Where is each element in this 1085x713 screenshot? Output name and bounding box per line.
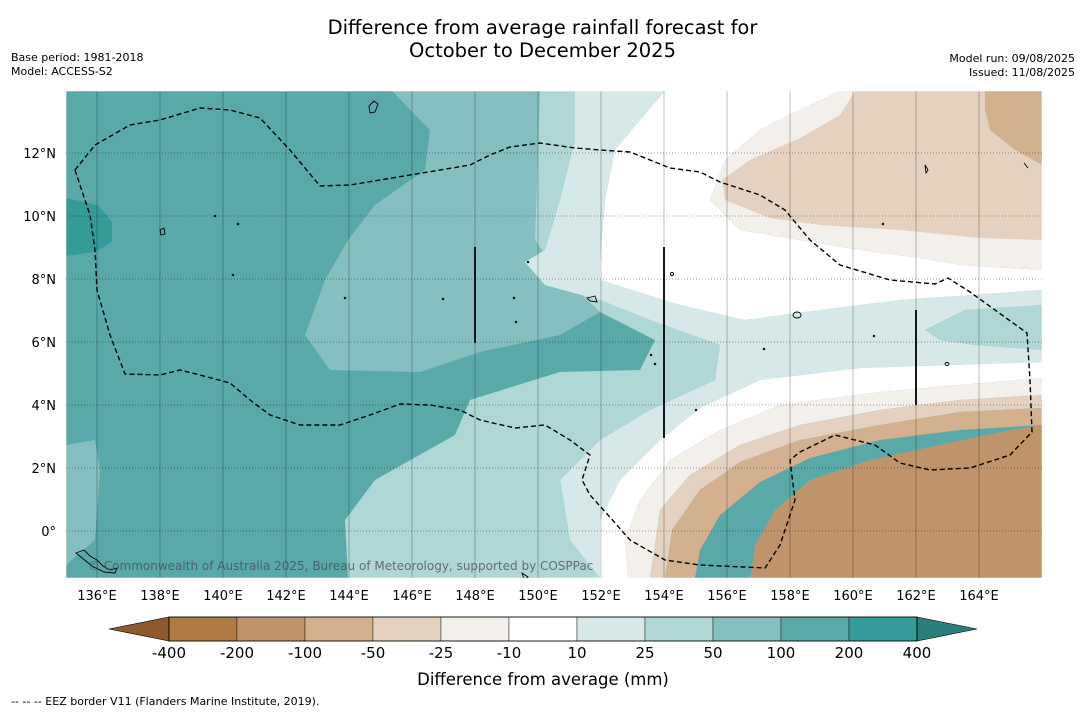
lat-tick: 8°N — [32, 273, 57, 288]
lon-tick: 162°E — [896, 589, 936, 604]
lon-tick: 156°E — [707, 589, 747, 604]
lon-tick: 148°E — [455, 589, 495, 604]
colorbar-label: -400 — [152, 644, 186, 662]
lat-tick: 2°N — [32, 462, 57, 477]
colorbar-label: -200 — [220, 644, 254, 662]
lon-tick: 160°E — [833, 589, 873, 604]
colorbar-cell — [576, 616, 646, 642]
colorbar-label: -10 — [497, 644, 522, 662]
colorbar-cell — [440, 616, 510, 642]
lon-tick: 146°E — [392, 589, 432, 604]
issued-date: Issued: 11/08/2025 — [968, 66, 1075, 79]
lon-tick: 152°E — [581, 589, 621, 604]
footnote: -- -- -- EEZ border V11 (Flanders Marine… — [11, 695, 320, 708]
region-minus50-100-north — [985, 91, 1042, 165]
region-minus100-200 — [750, 425, 1042, 578]
region-10-25 — [525, 91, 1042, 578]
colorbar-cell — [508, 616, 578, 642]
title-line-2: October to December 2025 — [409, 39, 676, 62]
eez-borders — [74, 107, 1033, 569]
region-minus10-25-south — [625, 378, 1042, 578]
region-neutral-south — [600, 362, 1042, 578]
colorbar-frame — [168, 616, 918, 642]
model-run: Model run: 09/08/2025 — [949, 52, 1075, 65]
colorbar-title: Difference from average (mm) — [417, 670, 669, 689]
map-credit: © Commonwealth of Australia 2025, Bureau… — [88, 559, 593, 573]
lon-tick: 154°E — [644, 589, 684, 604]
model-name: Model: ACCESS-S2 — [11, 65, 113, 78]
title-line-1: Difference from average rainfall forecas… — [327, 16, 758, 39]
rainfall-fields: © Commonwealth of Australia 2025, Bureau… — [66, 91, 1042, 578]
lon-tick: 136°E — [77, 589, 117, 604]
graticule — [66, 152, 1042, 532]
meta-left: Base period: 1981-2018 Model: ACCESS-S2 — [11, 51, 143, 79]
colorbar-label: -50 — [361, 644, 386, 662]
islands — [75, 100, 1029, 578]
colorbar-label: 10 — [567, 644, 586, 662]
colorbar-cell — [372, 616, 442, 642]
colorbar-label: -25 — [429, 644, 454, 662]
colorbar-label: 50 — [703, 644, 722, 662]
region-200-400 — [66, 198, 112, 256]
lon-tick: 144°E — [329, 589, 369, 604]
region-neutral-north — [600, 91, 1042, 320]
lon-tick: 164°E — [959, 589, 999, 604]
region-minus50-100-south — [665, 408, 1042, 578]
colorbar-cell — [168, 616, 238, 642]
lat-tick: 0° — [41, 525, 56, 540]
region-25-50-east — [925, 305, 1042, 350]
lat-tick: 10°N — [23, 210, 56, 225]
colorbar-cell — [236, 616, 306, 642]
colorbar-label: 25 — [635, 644, 654, 662]
colorbar-cell — [304, 616, 374, 642]
meta-right: Model run: 09/08/2025 Issued: 11/08/2025 — [949, 52, 1075, 80]
colorbar-label: 200 — [835, 644, 864, 662]
lat-tick: 4°N — [32, 399, 57, 414]
colorbar-left-extension — [108, 616, 170, 642]
lon-tick: 150°E — [518, 589, 558, 604]
colorbar-labels: -400 -200 -100 -50 -25 -10 10 25 50 100 200 400 — [152, 644, 931, 662]
colorbar: -400 -200 -100 -50 -25 -10 10 25 50 100 200 400 Dif… — [108, 616, 978, 689]
colorbar-cell — [848, 616, 918, 642]
lat-tick-labels: 12°N 10°N 8°N 6°N 4°N 2°N 0° — [23, 147, 56, 540]
region-50-100-sw — [66, 440, 100, 565]
colorbar-right-extension — [916, 616, 978, 642]
colorbar-cell — [712, 616, 782, 642]
region-minus25-50-north — [722, 91, 1042, 240]
colorbar-cell — [780, 616, 850, 642]
map-frame — [65, 90, 1043, 579]
colorbar-label: -100 — [288, 644, 322, 662]
colorbar-cells — [168, 616, 918, 642]
colorbar-cell — [644, 616, 714, 642]
lon-tick: 158°E — [770, 589, 810, 604]
lon-tick: 140°E — [203, 589, 243, 604]
lat-tick: 6°N — [32, 336, 57, 351]
region-25-50 — [345, 91, 720, 578]
lon-tick: 142°E — [266, 589, 306, 604]
colorbar-label: 400 — [903, 644, 932, 662]
base-period: Base period: 1981-2018 — [11, 51, 144, 64]
lon-tick-labels: 136°E 138°E 140°E 142°E 144°E 146°E 148°… — [77, 589, 999, 604]
lon-tick: 138°E — [140, 589, 180, 604]
boundary-lines — [474, 247, 917, 438]
region-50-100 — [305, 91, 600, 372]
lat-tick: 12°N — [23, 147, 56, 162]
colorbar-label: 100 — [767, 644, 796, 662]
